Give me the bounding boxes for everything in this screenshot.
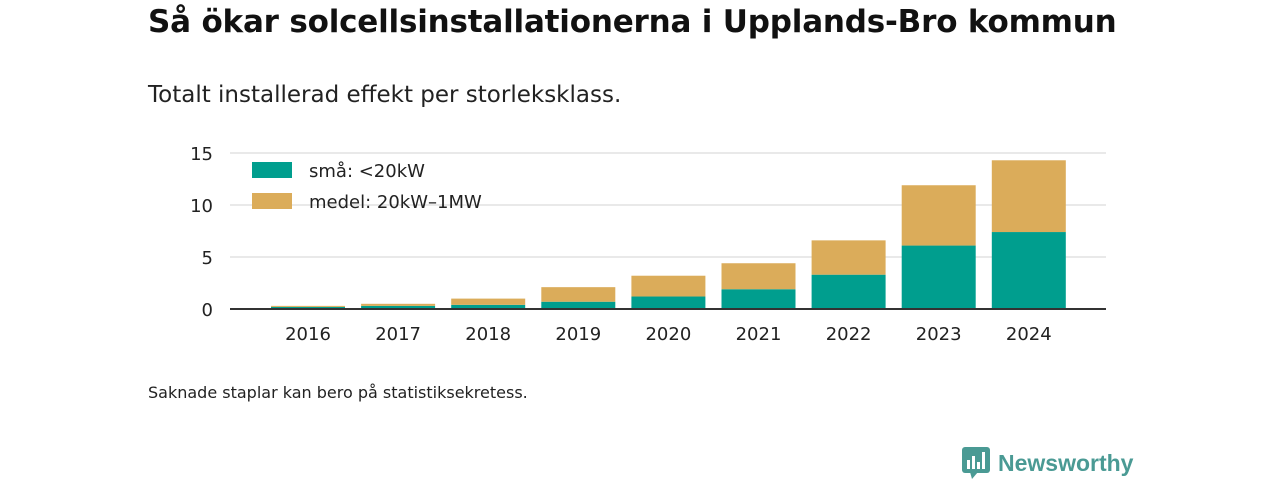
chart-subtitle: Totalt installerad effekt per storlekskl… — [148, 82, 622, 108]
x-tick-label-2019: 2019 — [555, 324, 601, 345]
bar-medel-2019 — [541, 287, 616, 302]
legend-label-sma: små: <20kW — [309, 161, 425, 182]
bar-medel-2017 — [361, 303, 436, 306]
x-tick-label-2023: 2023 — [916, 324, 962, 345]
x-tick-label-2018: 2018 — [465, 324, 511, 345]
y-tick-label-15: 15 — [190, 144, 213, 165]
bar-sma-2016 — [271, 306, 345, 309]
chart-title: Så ökar solcellsinstallationerna i Uppla… — [148, 4, 1117, 40]
bar-medel-2021 — [721, 263, 796, 290]
bar-medel-2020 — [631, 275, 706, 297]
x-tick-label-2022: 2022 — [826, 324, 872, 345]
y-tick-label-5: 5 — [202, 248, 213, 269]
bar-chart-speech-bubble-icon — [962, 447, 990, 479]
legend-swatch-medel — [252, 193, 292, 209]
footnote: Saknade staplar kan bero på statistiksek… — [148, 383, 528, 402]
bar-medel-2024 — [991, 160, 1066, 233]
newsworthy-logo: Newsworthy — [962, 446, 1133, 480]
legend-swatch-sma — [252, 162, 292, 178]
bar-sma-2020 — [631, 296, 706, 309]
legend-label-medel: medel: 20kW–1MW — [309, 192, 482, 213]
bar-sma-2021 — [721, 289, 796, 309]
stacked-bar-chart: 0 5 10 15 2016 2017 2018 2019 2020 2021 2022 2023 20… — [190, 144, 1106, 345]
x-tick-label-2017: 2017 — [375, 324, 421, 345]
bar-sma-2019 — [541, 301, 616, 309]
y-tick-label-10: 10 — [190, 196, 213, 217]
bar-medel-2018 — [451, 298, 526, 305]
y-tick-label-0: 0 — [202, 300, 213, 321]
x-tick-label-2020: 2020 — [645, 324, 691, 345]
bar-sma-2022 — [811, 274, 886, 309]
bar-medel-2016 — [271, 305, 345, 307]
x-tick-label-2024: 2024 — [1006, 324, 1052, 345]
x-tick-label-2016: 2016 — [285, 324, 331, 345]
bar-medel-2023 — [901, 185, 976, 246]
bar-sma-2024 — [991, 232, 1066, 309]
bar-medel-2022 — [811, 240, 886, 275]
logo-text: Newsworthy — [998, 449, 1134, 476]
bar-sma-2018 — [451, 304, 526, 309]
bar-sma-2023 — [901, 245, 976, 309]
bar-sma-2017 — [361, 305, 436, 309]
x-tick-label-2021: 2021 — [736, 324, 782, 345]
